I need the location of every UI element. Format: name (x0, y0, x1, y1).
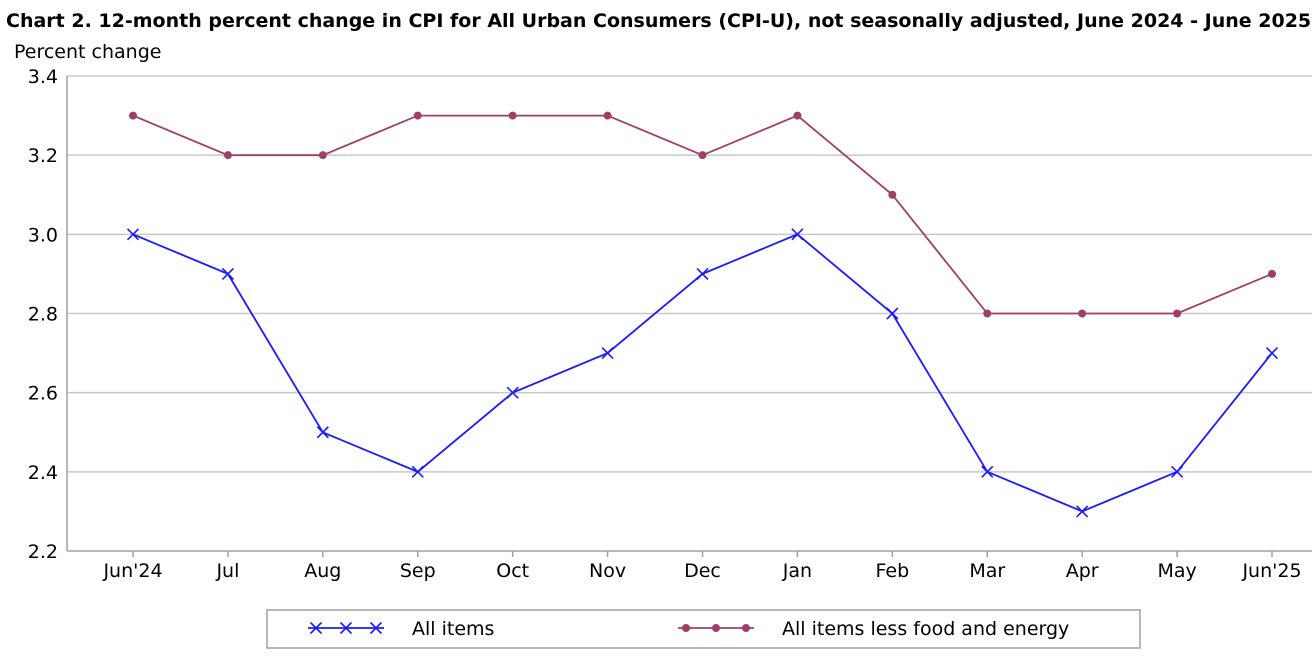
legend-marker-stroke (309, 621, 323, 635)
data-point (791, 228, 804, 241)
y-tick-label: 2.8 (28, 304, 58, 326)
data-point (1173, 309, 1182, 318)
data-point (223, 151, 232, 160)
data-point (983, 309, 992, 318)
data-point-stroke (981, 465, 994, 478)
data-point (221, 267, 234, 280)
data-point (696, 267, 709, 280)
data-point-stroke (506, 386, 519, 399)
legend-marker (309, 621, 323, 635)
data-point-stroke (886, 307, 899, 320)
data-point (981, 465, 994, 478)
legend-marker-stroke (369, 621, 383, 635)
series-line-1 (132, 233, 1273, 513)
data-point-stroke (316, 426, 329, 439)
legend-box (266, 609, 1141, 649)
x-tick-label: Jul (215, 560, 239, 582)
data-point-stroke (696, 267, 709, 280)
legend-marker-stroke (339, 621, 353, 635)
data-point (603, 111, 612, 120)
data-point (413, 111, 422, 120)
data-point (888, 190, 897, 199)
x-tick-label: Apr (1066, 560, 1099, 582)
x-tick-label: Dec (684, 560, 721, 582)
data-point-stroke (411, 465, 424, 478)
x-tick-label: Jan (782, 560, 812, 582)
data-point (1268, 269, 1276, 278)
data-point-stroke (791, 228, 804, 241)
data-point (793, 111, 802, 120)
legend-marker (682, 624, 690, 632)
y-tick-label: 3.4 (28, 66, 58, 88)
data-point (411, 465, 424, 478)
data-point (1265, 347, 1279, 360)
data-point (1171, 465, 1184, 478)
x-tick-label: Feb (876, 560, 910, 582)
data-point (318, 151, 327, 160)
data-point (129, 111, 137, 120)
data-point (1078, 309, 1087, 318)
legend-marker (742, 624, 750, 632)
data-point (316, 426, 329, 439)
x-tick-label: Sep (400, 560, 436, 582)
data-point (601, 347, 614, 360)
data-point-stroke (221, 267, 234, 280)
data-point (126, 228, 140, 241)
x-tick-label: Mar (969, 560, 1005, 582)
legend-label: All items less food and energy (782, 618, 1069, 640)
legend-marker (712, 624, 720, 632)
data-point (506, 386, 519, 399)
data-point (886, 307, 899, 320)
data-point (698, 151, 707, 160)
legend-label: All items (412, 618, 494, 640)
chart-title: Chart 2. 12-month percent change in CPI … (6, 10, 1312, 32)
y-tick-label: 3.0 (28, 224, 58, 246)
x-tick-label: Jun'24 (102, 560, 162, 582)
legend-marker (369, 621, 383, 635)
x-tick-label: Jun'25 (1241, 560, 1301, 582)
data-point-stroke (1171, 465, 1184, 478)
y-tick-label: 2.2 (28, 541, 58, 563)
data-point-stroke (1076, 505, 1089, 518)
y-tick-label: 3.2 (28, 145, 58, 167)
x-tick-label: Oct (496, 560, 529, 582)
series-line-2 (132, 114, 1273, 315)
y-tick-label: 2.4 (28, 462, 58, 484)
x-tick-label: Aug (304, 560, 341, 582)
data-point (508, 111, 517, 120)
y-tick-label: 2.6 (28, 383, 58, 405)
data-point-stroke (601, 347, 614, 360)
x-tick-label: May (1157, 560, 1196, 582)
y-axis-label: Percent change (14, 41, 162, 63)
data-point (1076, 505, 1089, 518)
x-tick-label: Nov (589, 560, 626, 582)
data-point-stroke (126, 228, 140, 241)
data-point-stroke (1265, 347, 1279, 360)
legend-marker (339, 621, 353, 635)
